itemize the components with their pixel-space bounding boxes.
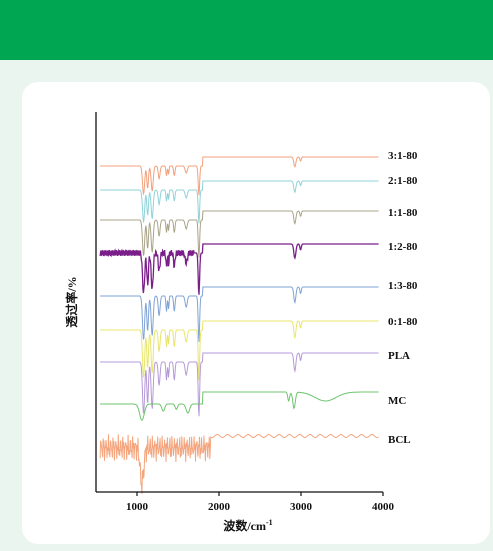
series-curve	[100, 391, 379, 421]
series-label: 1:2-80	[388, 241, 418, 253]
series-curve	[99, 243, 379, 295]
header-band	[0, 0, 493, 60]
series-curve	[100, 286, 379, 342]
series-label: MC	[388, 395, 406, 407]
series-label: BCL	[388, 434, 411, 446]
series-label: 3:1-80	[388, 150, 418, 162]
series-curve	[100, 352, 379, 417]
series-label: 1:1-80	[388, 207, 418, 219]
x-axis-label-text: 波数/cm	[223, 518, 266, 533]
series-label: 0:1-80	[388, 316, 418, 328]
series-curve	[99, 433, 379, 494]
series-labels: 3:1-80 2:1-80 1:1-80 1:2-80 1:3-80 0:1-80 PLA M…	[388, 150, 418, 446]
series-curve	[100, 156, 379, 196]
y-axis-label: 透过率/%	[64, 276, 79, 327]
x-tick-label: 3000	[290, 501, 313, 513]
x-axis-label: 波数/cm-1	[223, 518, 272, 533]
series-label: 1:3-80	[388, 280, 418, 292]
x-tick-label: 1000	[126, 501, 149, 513]
x-axis-label-sup: -1	[266, 518, 273, 527]
chart-card	[22, 82, 490, 544]
x-tick-label: 2000	[208, 501, 231, 513]
series-curve	[100, 320, 379, 381]
series-curve	[100, 180, 379, 224]
series-label: PLA	[388, 350, 410, 362]
series-label: 2:1-80	[388, 175, 418, 187]
series-curve	[100, 210, 379, 258]
x-tick-label: 4000	[372, 501, 395, 513]
series-curves	[99, 156, 379, 494]
x-ticks: 1000 2000 3000 4000	[126, 492, 395, 513]
